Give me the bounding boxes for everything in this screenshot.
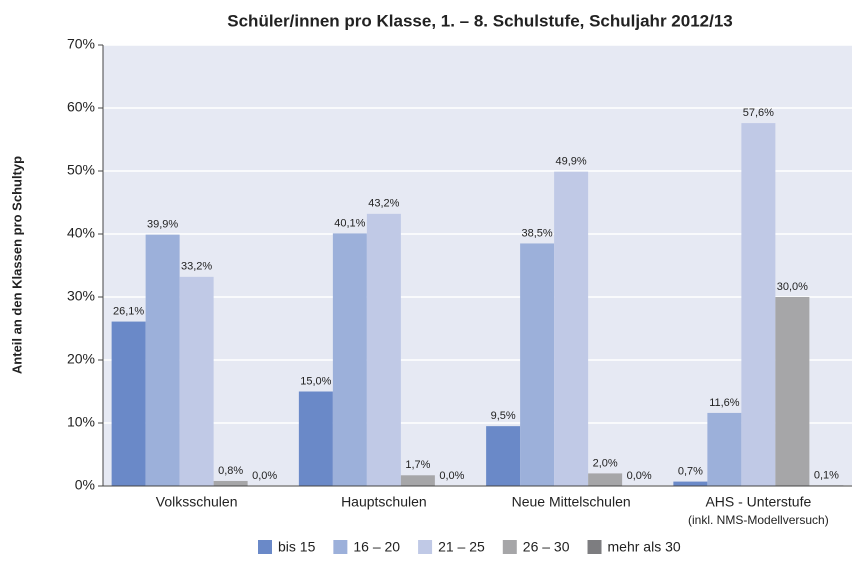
y-tick-label: 60% bbox=[67, 99, 95, 115]
y-tick-label: 30% bbox=[67, 288, 95, 304]
value-label: 57,6% bbox=[743, 107, 774, 119]
bar bbox=[554, 171, 589, 486]
value-label: 11,6% bbox=[709, 397, 740, 409]
legend-label: 16 – 20 bbox=[353, 539, 400, 555]
legend-swatch bbox=[258, 540, 272, 554]
bar bbox=[775, 297, 810, 486]
bar bbox=[179, 276, 214, 486]
bar bbox=[400, 475, 435, 486]
value-label: 0,7% bbox=[678, 465, 703, 477]
value-label: 40,1% bbox=[334, 217, 365, 229]
value-label: 49,9% bbox=[556, 156, 587, 168]
value-label: 0,0% bbox=[439, 470, 464, 482]
value-label: 0,1% bbox=[814, 469, 839, 481]
y-tick-label: 10% bbox=[67, 414, 95, 430]
y-tick-label: 20% bbox=[67, 351, 95, 367]
value-label: 9,5% bbox=[491, 410, 516, 422]
bar bbox=[741, 123, 776, 487]
bar bbox=[366, 213, 401, 486]
y-tick-label: 70% bbox=[67, 36, 95, 52]
bar bbox=[213, 480, 248, 486]
bar bbox=[588, 473, 623, 486]
value-label: 38,5% bbox=[522, 227, 553, 239]
legend-label: 26 – 30 bbox=[523, 539, 570, 555]
value-label: 26,1% bbox=[113, 305, 144, 317]
value-label: 30,0% bbox=[777, 281, 808, 293]
legend-swatch bbox=[333, 540, 348, 554]
y-tick-label: 50% bbox=[67, 162, 95, 178]
y-tick-label: 40% bbox=[67, 225, 95, 241]
bar bbox=[145, 234, 180, 486]
x-tick-label: AHS - Unterstufe bbox=[705, 494, 811, 510]
legend-label: bis 15 bbox=[278, 539, 316, 555]
bar bbox=[520, 243, 555, 486]
bar bbox=[707, 412, 742, 486]
chart-title: Schüler/innen pro Klasse, 1. – 8. Schuls… bbox=[227, 11, 732, 30]
value-label: 1,7% bbox=[405, 459, 430, 471]
plot-background bbox=[103, 45, 852, 486]
bar bbox=[111, 321, 146, 486]
value-label: 0,0% bbox=[252, 470, 277, 482]
legend-label: 21 – 25 bbox=[438, 539, 485, 555]
value-label: 0,8% bbox=[218, 465, 243, 477]
value-label: 43,2% bbox=[368, 198, 399, 210]
value-label: 2,0% bbox=[593, 457, 618, 469]
bar bbox=[332, 233, 367, 486]
x-tick-label: Volksschulen bbox=[156, 494, 238, 510]
y-tick-label: 0% bbox=[75, 477, 95, 493]
value-label: 39,9% bbox=[147, 219, 178, 231]
legend-swatch bbox=[587, 540, 602, 554]
x-tick-label: Neue Mittelschulen bbox=[512, 494, 631, 510]
legend-swatch bbox=[418, 540, 433, 554]
legend-swatch bbox=[502, 540, 517, 554]
bar bbox=[486, 426, 521, 486]
legend-label: mehr als 30 bbox=[608, 539, 681, 555]
y-axis-label: Anteil an den Klassen pro Schultyp bbox=[9, 156, 24, 374]
x-tick-label: Hauptschulen bbox=[341, 494, 427, 510]
value-label: 33,2% bbox=[181, 261, 212, 273]
value-label: 15,0% bbox=[300, 375, 331, 387]
value-label: 0,0% bbox=[627, 470, 652, 482]
bar bbox=[673, 481, 708, 486]
x-tick-sublabel: (inkl. NMS-Modellversuch) bbox=[688, 513, 829, 527]
bar bbox=[298, 391, 333, 486]
